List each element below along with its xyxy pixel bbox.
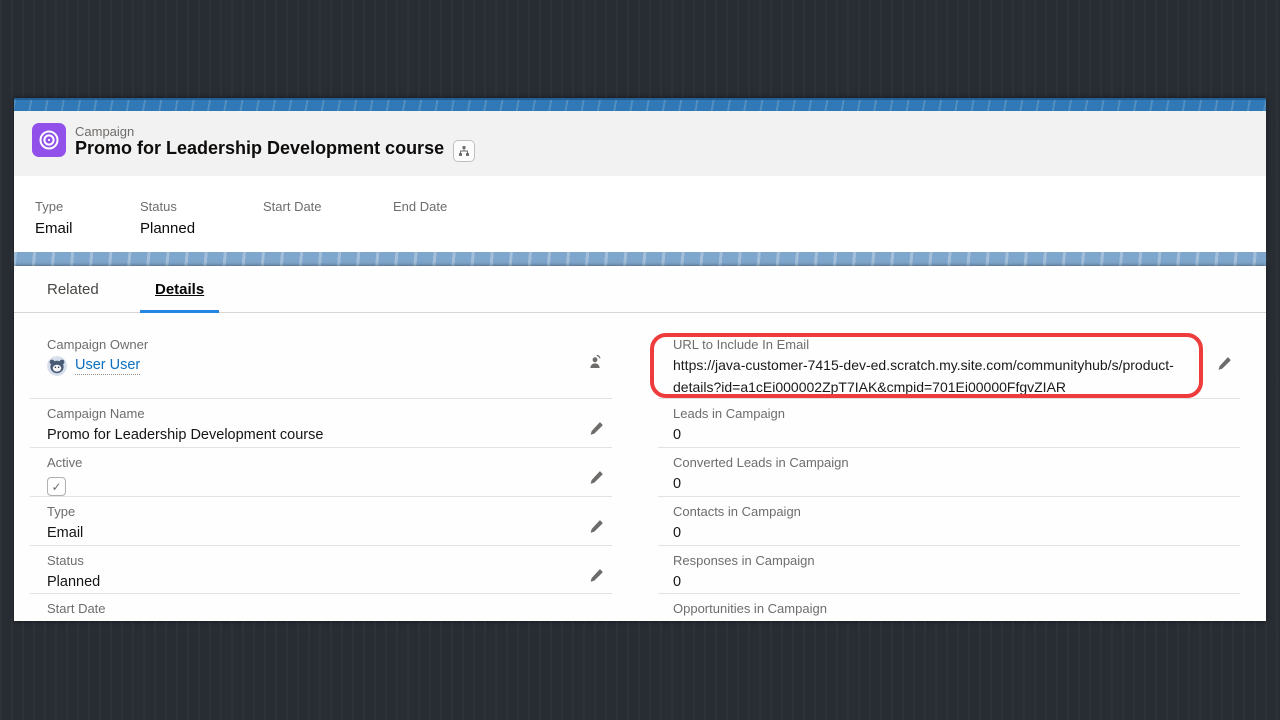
field-row-active: Active ✓ (30, 448, 612, 497)
detail-column-left: Campaign Owner User User (30, 313, 612, 621)
checkbox-check-icon: ✓ (51, 479, 62, 494)
pencil-icon (590, 569, 603, 582)
edit-type-button[interactable] (589, 519, 604, 534)
field-label: Leads in Campaign (673, 406, 786, 421)
field-label: Start Date (263, 199, 322, 214)
detail-column-right: URL to Include In Email https://java-cus… (650, 313, 1240, 621)
tab-related[interactable]: Related (47, 281, 99, 298)
change-owner-button[interactable] (586, 353, 604, 371)
field-row-campaign-name: Campaign Name Promo for Leadership Devel… (30, 399, 612, 448)
field-row-type: Type Email (30, 497, 612, 546)
tab-bar: Related Details (14, 266, 1266, 313)
field-value: Planned (47, 574, 101, 590)
field-row-url-to-include: URL to Include In Email https://java-cus… (650, 313, 1240, 399)
hierarchy-button[interactable] (453, 140, 476, 162)
field-row-campaign-owner: Campaign Owner User User (30, 313, 612, 399)
field-row-responses: Responses in Campaign 0 (658, 546, 1240, 594)
record-highlights-panel: Campaign Promo for Leadership Developmen… (14, 111, 1266, 176)
field-label: Responses in Campaign (673, 553, 815, 568)
field-label: Campaign Name (47, 406, 145, 421)
edit-campaign-name-button[interactable] (589, 421, 604, 436)
edit-status-button[interactable] (589, 568, 604, 583)
compact-field-start-date: Start Date (263, 199, 322, 220)
field-label: Status (140, 199, 177, 214)
record-title-text: Promo for Leadership Development course (75, 138, 445, 158)
field-value: 0 (673, 525, 682, 541)
field-value: 0 (673, 427, 682, 443)
field-row-start-date: Start Date (30, 594, 612, 621)
owner-link[interactable]: User User (75, 357, 141, 375)
tab-details[interactable]: Details (140, 266, 220, 313)
field-label: Type (47, 504, 76, 519)
field-label: Start Date (47, 601, 106, 616)
edit-active-button[interactable] (589, 470, 604, 485)
pencil-icon (590, 422, 603, 435)
compact-field-row: Type Email Status Planned Start Date End… (14, 176, 1266, 252)
field-row-contacts: Contacts in Campaign 0 (658, 497, 1240, 546)
record-detail-card: Related Details Campaign Owner (14, 266, 1266, 621)
record-header-card: Campaign Promo for Leadership Developmen… (14, 98, 1266, 252)
field-value: Promo for Leadership Development course (47, 427, 324, 443)
field-label: End Date (393, 199, 448, 214)
pencil-icon (590, 471, 603, 484)
compact-field-type: Type Email (35, 199, 73, 237)
field-value: Planned (140, 220, 196, 237)
compact-field-status: Status Planned (140, 199, 195, 237)
campaign-icon (32, 123, 66, 157)
page-background-strip (14, 252, 1266, 266)
change-owner-icon (590, 354, 601, 368)
field-label: Status (47, 553, 84, 568)
hierarchy-icon (459, 146, 470, 156)
field-label: Type (35, 199, 64, 214)
owner-value: User User (47, 356, 570, 376)
field-value: 0 (673, 476, 682, 492)
field-row-converted-leads: Converted Leads in Campaign 0 (658, 448, 1240, 497)
pencil-icon (1218, 357, 1231, 370)
pencil-icon (590, 520, 603, 533)
entity-label: Campaign (75, 124, 135, 139)
field-row-opportunities: Opportunities in Campaign (658, 594, 1240, 621)
field-label: URL to Include In Email (673, 337, 810, 352)
field-label: Opportunities in Campaign (673, 601, 827, 616)
field-row-status: Status Planned (30, 546, 612, 594)
field-label: Active (47, 455, 83, 470)
field-label: Contacts in Campaign (673, 504, 801, 519)
field-value: 0 (673, 574, 682, 590)
compact-field-end-date: End Date (393, 199, 447, 220)
field-value: Email (35, 220, 73, 237)
field-row-leads: Leads in Campaign 0 (658, 399, 1240, 448)
field-value-url: https://java-customer-7415-dev-ed.scratc… (673, 357, 1174, 395)
page-title: Promo for Leadership Development course (75, 138, 476, 162)
avatar (47, 356, 67, 376)
field-value: Email (47, 525, 84, 541)
active-checkbox[interactable]: ✓ (47, 477, 66, 496)
theme-banner (14, 98, 1266, 111)
field-label: Campaign Owner (47, 337, 149, 352)
edit-url-button[interactable] (1217, 356, 1232, 371)
field-label: Converted Leads in Campaign (673, 455, 849, 470)
